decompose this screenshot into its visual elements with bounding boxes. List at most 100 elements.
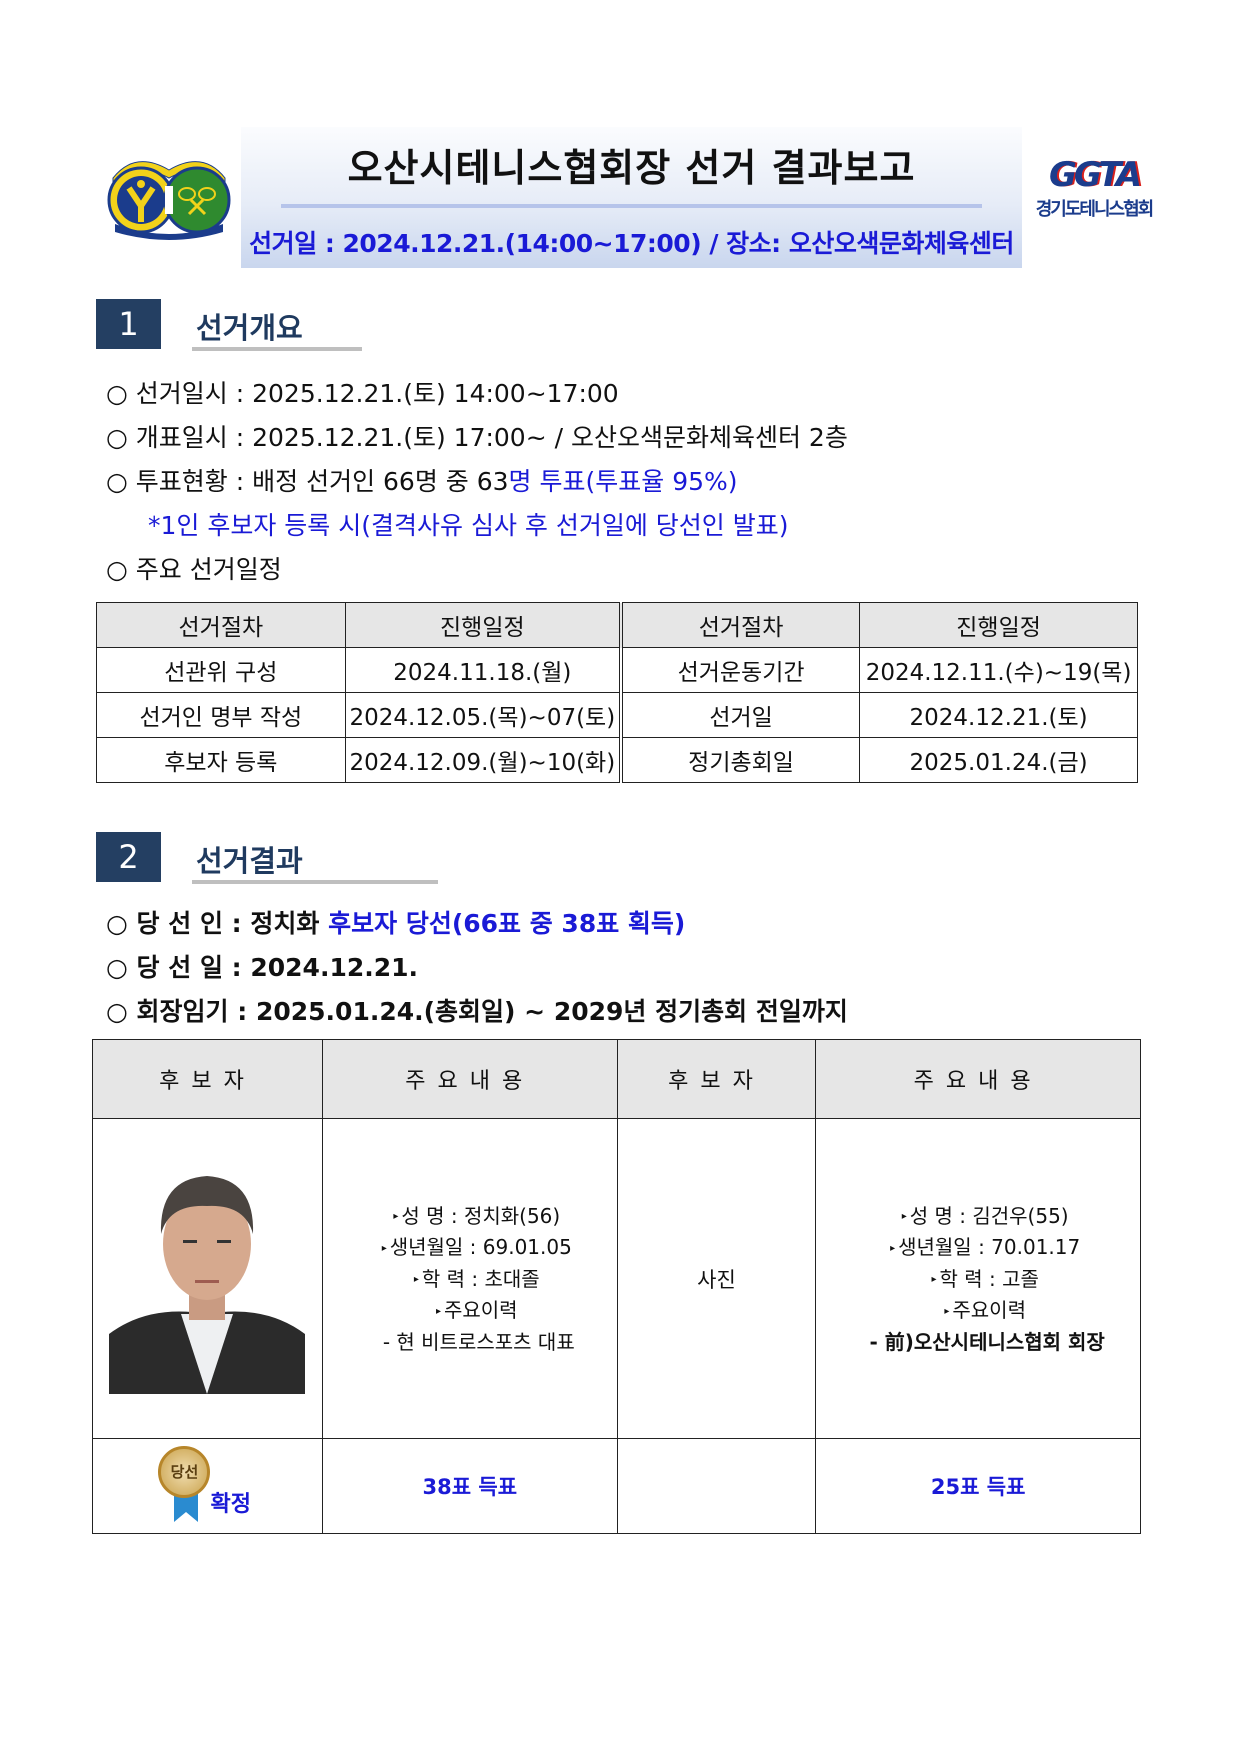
triangle-bullet-icon: ▸ [435,1305,441,1317]
win-date-label: 당 선 일 [136,953,223,982]
win-date-value: 2024.12.21. [250,953,419,982]
schedule-cell: 선거일 [620,692,861,738]
schedule-cell: 정기총회일 [620,737,861,783]
empty-cell [616,1438,817,1534]
counting-datetime-label: 개표일시 [135,423,228,452]
ggta-logo: GGTA 경기도테니스협회 [1035,155,1154,235]
election-schedule-table: 선거절차 진행일정 선거절차 진행일정 선관위 구성 2024.11.18.(월… [96,602,1138,783]
candidate2-details: ▸ 성 명 : 김건우(55) ▸ 생년월일 : 70.01.17 ▸ 학 력 : 고… [815,1118,1141,1439]
election-date-venue: 선거일 : 2024.12.21.(14:00~17:00) / 장소: 오산오… [249,229,1014,258]
winner-medal-icon: 당선 [158,1446,211,1498]
schedule-header: 선거절차 [96,602,346,648]
turnout-rate: 명 투표(투표율 95%) [508,467,738,496]
counting-datetime-value: 2025.12.21.(토) 17:00~ / 오산오색문화체육센터 2층 [252,423,848,452]
triangle-bullet-icon: ▸ [413,1274,419,1285]
detail-line: ▸ 학 력 : 고졸 [931,1266,1039,1291]
schedule-cell: 선거인 명부 작성 [96,692,346,738]
triangle-bullet-icon: ▸ [890,1242,896,1254]
title-banner: 오산시테니스협회장 선거 결과보고 선거일 : 2024.12.21.(14:0… [241,127,1022,268]
candidates-table: 후보자 주요내용 후보자 주요내용 ▸ 성 명 : 정치화(56) ▸ 생년월일 :… [92,1039,1141,1534]
table-row: 당선 확정 38표 득표 25표 득표 [92,1438,1141,1534]
triangle-bullet-icon: ▸ [381,1242,387,1254]
bullet-icon: ○ [106,555,128,584]
page-title: 오산시테니스협회장 선거 결과보고 [347,146,916,190]
triangle-bullet-icon: ▸ [931,1274,937,1285]
candidate1-photo-cell [92,1118,323,1439]
schedule-label-line: ○ 주요 선거일정 [106,550,282,586]
winner-result: 후보자 당선(66표 중 38표 획득) [328,909,686,938]
triangle-bullet-icon: ▸ [944,1305,950,1317]
confirmed-label: 확정 [210,1492,251,1517]
triangle-bullet-icon: ▸ [393,1211,399,1222]
table-row: ▸ 성 명 : 정치화(56) ▸ 생년월일 : 69.01.05 ▸ 학 력 : 초… [92,1118,1141,1439]
schedule-header: 진행일정 [859,602,1138,648]
detail-line: ▸ 성 명 : 김건우(55) [901,1203,1069,1228]
candidate1-details: ▸ 성 명 : 정치화(56) ▸ 생년월일 : 69.01.05 ▸ 학 력 : 초… [321,1118,618,1439]
schedule-cell: 2024.12.05.(목)~07(토) [344,692,623,738]
detail-line: ▸ 성 명 : 정치화(56) [393,1203,561,1228]
detail-line: ▸ 학 력 : 초대졸 [413,1266,540,1291]
details-header: 주요내용 [321,1039,618,1119]
schedule-cell: 2024.12.21.(토) [859,692,1138,738]
turnout-value: 배정 선거인 66명 중 63 [252,467,509,496]
title-divider [281,204,982,208]
winner-name: 정치화 [250,909,320,938]
detail-line: ▸ 생년월일 : 70.01.17 [890,1235,1081,1259]
win-date-line: ○ 당 선 일 : 2024.12.21. [106,953,419,982]
section-underline-1 [192,347,362,351]
section-title-1: 선거개요 [196,311,303,345]
schedule-cell: 2024.12.11.(수)~19(목) [859,647,1138,693]
winner-line: ○ 당 선 인 : 정치화 후보자 당선(66표 중 38표 획득) [106,909,686,938]
table-row: 선거인 명부 작성 2024.12.05.(목)~07(토) 선거일 2024.… [96,692,1138,738]
section-number-1: 1 [96,299,161,349]
schedule-cell: 2024.12.09.(월)~10(화) [344,737,623,783]
term-value: 2025.01.24.(총회일) ~ 2029년 정기총회 전일까지 [255,997,848,1026]
detail-line: ▸ 생년월일 : 69.01.05 [381,1235,572,1259]
schedule-cell: 후보자 등록 [96,737,346,783]
section-title-2: 선거결과 [196,844,303,878]
schedule-cell: 선관위 구성 [96,647,346,693]
career-line: - 현 비트로스포츠 대표 [382,1329,575,1354]
winner-label: 당 선 인 [136,909,223,938]
gyeonggi-tennis-emblem-logo [105,148,233,242]
candidate2-photo-placeholder: 사진 [616,1118,817,1439]
turnout-line: ○ 투표현황 : 배정 선거인 66명 중 63명 투표(투표율 95%) [106,467,738,496]
section-number-2: 2 [96,832,161,882]
election-datetime-value: 2025.12.21.(토) 14:00~17:00 [252,379,619,408]
candidate-header: 후보자 [616,1039,817,1119]
schedule-cell: 2024.11.18.(월) [344,647,623,693]
schedule-cell: 2025.01.24.(금) [859,737,1138,783]
section-underline-2 [192,880,438,884]
term-label: 회장임기 [136,997,229,1026]
schedule-header: 진행일정 [344,602,623,648]
candidate1-photo [109,1163,306,1394]
career-line: - 前)오산시테니스협회 회장 [869,1329,1105,1354]
election-datetime-label: 선거일시 [135,379,228,408]
bullet-icon: ○ [106,909,128,938]
candidates-header-row: 후보자 주요내용 후보자 주요내용 [92,1039,1141,1119]
turnout-label: 투표현황 [135,467,228,496]
election-datetime-line: ○ 선거일시 : 2025.12.21.(토) 14:00~17:00 [106,379,619,408]
schedule-header: 선거절차 [620,602,861,648]
bullet-icon: ○ [106,467,128,496]
bullet-icon: ○ [106,379,128,408]
winner-badge-cell: 당선 확정 [92,1438,323,1534]
bullet-icon: ○ [106,423,128,452]
schedule-cell: 선거운동기간 [620,647,861,693]
schedule-label: 주요 선거일정 [135,555,282,584]
counting-datetime-line: ○ 개표일시 : 2025.12.21.(토) 17:00~ / 오산오색문화체… [106,423,848,452]
details-header: 주요내용 [815,1039,1141,1119]
bullet-icon: ○ [106,953,128,982]
bullet-icon: ○ [106,997,128,1026]
table-row: 선관위 구성 2024.11.18.(월) 선거운동기간 2024.12.11.… [96,647,1138,693]
candidate-header: 후보자 [92,1039,323,1119]
table-row: 후보자 등록 2024.12.09.(월)~10(화) 정기총회일 2025.0… [96,737,1138,783]
schedule-header-row: 선거절차 진행일정 선거절차 진행일정 [96,602,1138,648]
candidate2-votes: 25표 득표 [815,1438,1141,1534]
term-line: ○ 회장임기 : 2025.01.24.(총회일) ~ 2029년 정기총회 전… [106,997,848,1026]
detail-line: ▸ 주요이력 [435,1298,518,1322]
candidate1-votes: 38표 득표 [321,1438,618,1534]
ggta-logo-mark: GGTA [1048,155,1142,195]
ggta-logo-name: 경기도테니스협회 [1035,199,1154,220]
single-candidate-note: *1인 후보자 등록 시(결격사유 심사 후 선거일에 당선인 발표) [148,511,789,540]
